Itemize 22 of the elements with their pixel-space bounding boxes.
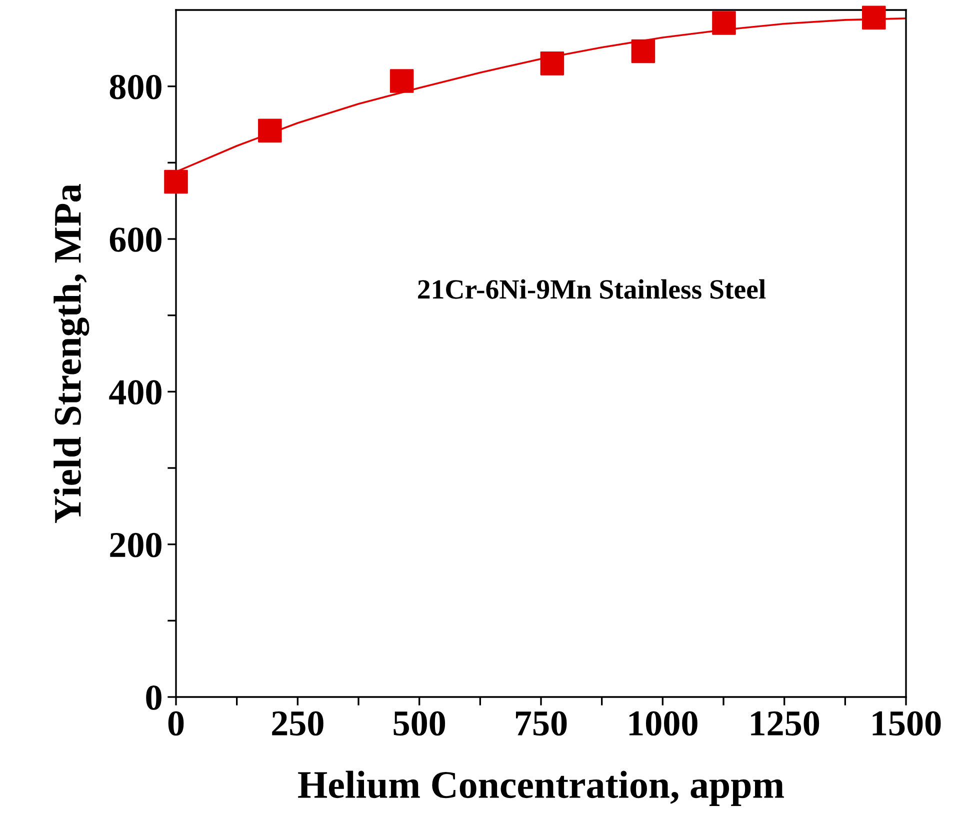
x-axis-title: Helium Concentration, appm bbox=[298, 770, 784, 806]
point bbox=[390, 69, 414, 93]
point bbox=[258, 118, 282, 142]
y-tick-label: 600 bbox=[110, 228, 162, 252]
x-tick-label: 250 bbox=[272, 711, 324, 736]
y-tick-label: 400 bbox=[109, 380, 162, 405]
x-tick-label: 0 bbox=[168, 711, 184, 736]
y-tick-label: 800 bbox=[110, 74, 162, 100]
point bbox=[164, 170, 188, 194]
point bbox=[862, 6, 886, 30]
x-tick-label: 1500 bbox=[872, 711, 941, 736]
point bbox=[540, 52, 564, 76]
x-tick-label: 750 bbox=[516, 711, 567, 736]
point bbox=[712, 11, 736, 35]
y-tick-label: 200 bbox=[110, 532, 162, 558]
point bbox=[631, 39, 656, 64]
annotation: 21Cr-6Ni-9Mn Stainless Steel bbox=[418, 279, 766, 299]
x-tick-label: 1000 bbox=[629, 711, 698, 736]
y-axis-title: Yield Strength, MPa bbox=[54, 184, 90, 523]
x-tick-label: 1250 bbox=[751, 711, 820, 736]
x-tick-label: 500 bbox=[394, 711, 446, 736]
y-tick-label: 0 bbox=[146, 686, 162, 710]
